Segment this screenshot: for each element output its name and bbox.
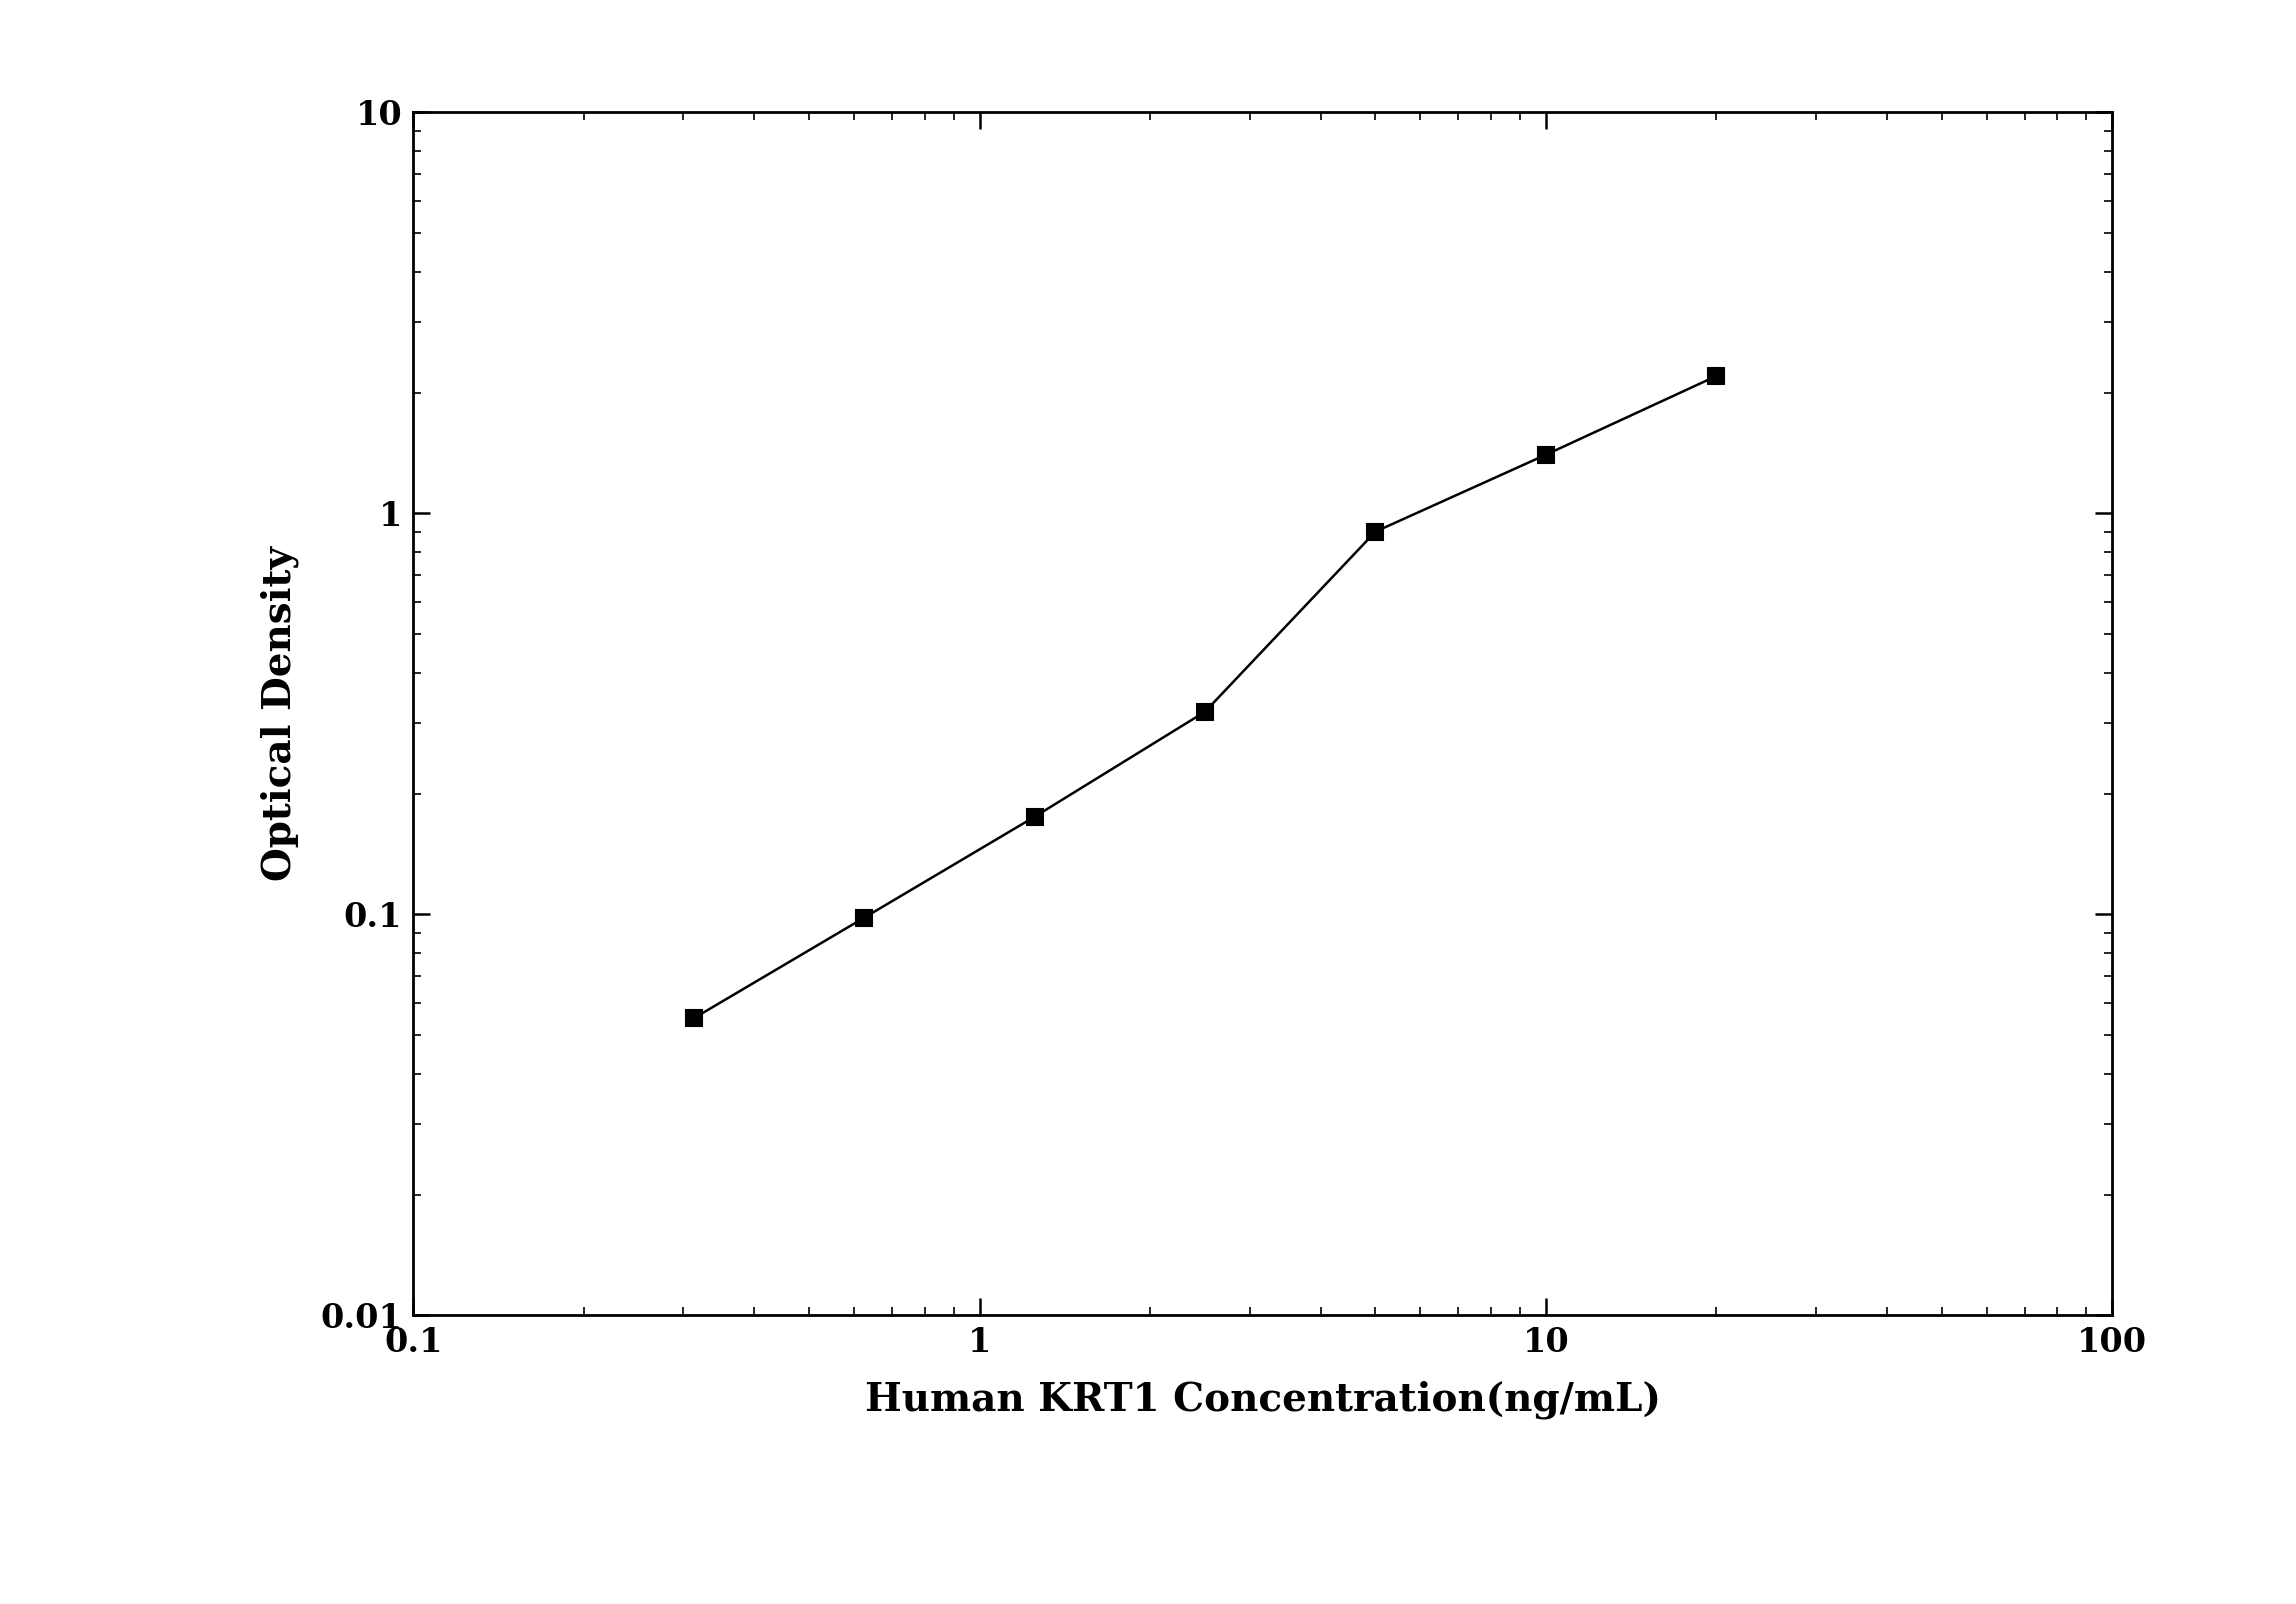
Y-axis label: Optical Density: Optical Density: [262, 547, 298, 881]
X-axis label: Human KRT1 Concentration(ng/mL): Human KRT1 Concentration(ng/mL): [866, 1379, 1660, 1418]
